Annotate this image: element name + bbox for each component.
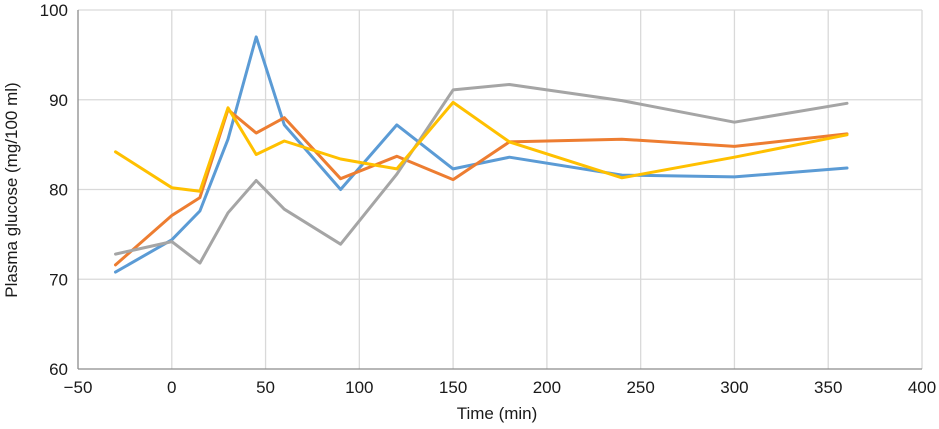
x-tick-label: −50 [64, 378, 93, 397]
x-tick-label: 300 [720, 378, 748, 397]
tick-label-layer: −50 0 50 100 150 200 250 300 350 400 60 70 80 90 100 [40, 1, 937, 397]
series-line-2 [114, 108, 849, 267]
x-tick-label: 50 [256, 378, 275, 397]
grid-layer [78, 9, 923, 369]
x-tick-label: 250 [626, 378, 654, 397]
y-tick-label: 100 [40, 1, 68, 20]
y-tick-label: 90 [49, 91, 68, 110]
series-line-1 [114, 35, 849, 274]
series-layer [114, 35, 849, 274]
x-tick-label: 200 [533, 378, 561, 397]
axis-layer [77, 10, 922, 370]
x-tick-label: 400 [908, 378, 936, 397]
series-line-4 [114, 100, 849, 193]
y-axis-title: Plasma glucose (mg/100 ml) [2, 82, 21, 297]
x-tick-label: 350 [814, 378, 842, 397]
y-tick-label: 70 [49, 270, 68, 289]
x-tick-label: 0 [167, 378, 176, 397]
x-tick-label: 150 [439, 378, 467, 397]
x-tick-label: 100 [345, 378, 373, 397]
y-tick-label: 80 [49, 181, 68, 200]
x-axis-title: Time (min) [457, 404, 538, 423]
series-line-3 [114, 83, 849, 265]
y-tick-label: 60 [49, 360, 68, 379]
